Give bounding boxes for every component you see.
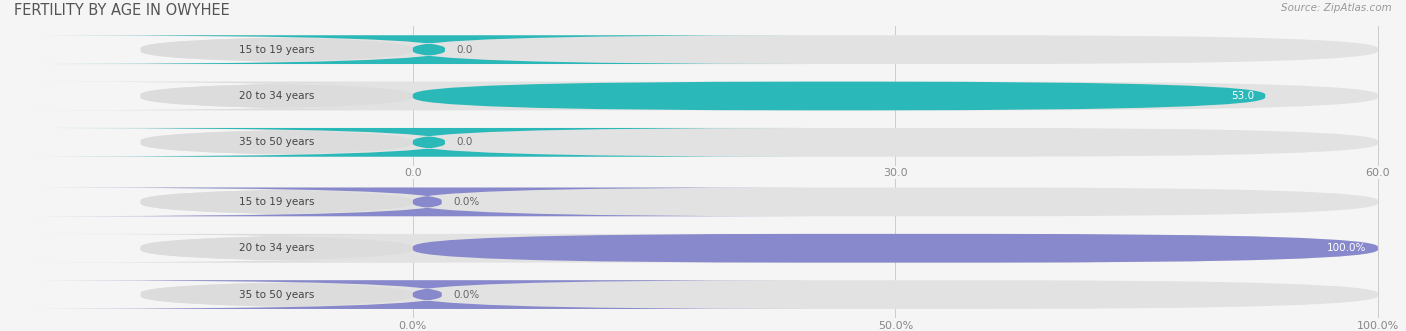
FancyBboxPatch shape: [20, 82, 534, 110]
FancyBboxPatch shape: [20, 128, 534, 157]
FancyBboxPatch shape: [413, 82, 1265, 110]
FancyBboxPatch shape: [141, 280, 1378, 309]
FancyBboxPatch shape: [141, 188, 1378, 216]
FancyBboxPatch shape: [413, 234, 1378, 262]
Text: 35 to 50 years: 35 to 50 years: [239, 137, 315, 147]
FancyBboxPatch shape: [141, 82, 1378, 110]
FancyBboxPatch shape: [48, 280, 807, 309]
Text: 20 to 34 years: 20 to 34 years: [239, 91, 315, 101]
Text: 53.0: 53.0: [1230, 91, 1254, 101]
Text: 0.0%: 0.0%: [453, 197, 479, 207]
FancyBboxPatch shape: [141, 35, 1378, 64]
FancyBboxPatch shape: [20, 35, 534, 64]
FancyBboxPatch shape: [141, 234, 1378, 262]
Text: 20 to 34 years: 20 to 34 years: [239, 243, 315, 253]
FancyBboxPatch shape: [48, 188, 807, 216]
FancyBboxPatch shape: [20, 188, 534, 216]
Text: 15 to 19 years: 15 to 19 years: [239, 197, 315, 207]
Text: 0.0%: 0.0%: [453, 290, 479, 300]
Text: 0.0: 0.0: [456, 45, 472, 55]
Text: 15 to 19 years: 15 to 19 years: [239, 45, 315, 55]
Text: Source: ZipAtlas.com: Source: ZipAtlas.com: [1281, 3, 1392, 13]
Text: 0.0: 0.0: [456, 137, 472, 147]
FancyBboxPatch shape: [141, 128, 1378, 157]
FancyBboxPatch shape: [20, 280, 534, 309]
FancyBboxPatch shape: [51, 128, 807, 157]
FancyBboxPatch shape: [20, 234, 534, 262]
Text: FERTILITY BY AGE IN OWYHEE: FERTILITY BY AGE IN OWYHEE: [14, 3, 229, 18]
FancyBboxPatch shape: [51, 35, 807, 64]
Text: 35 to 50 years: 35 to 50 years: [239, 290, 315, 300]
Text: 100.0%: 100.0%: [1327, 243, 1367, 253]
